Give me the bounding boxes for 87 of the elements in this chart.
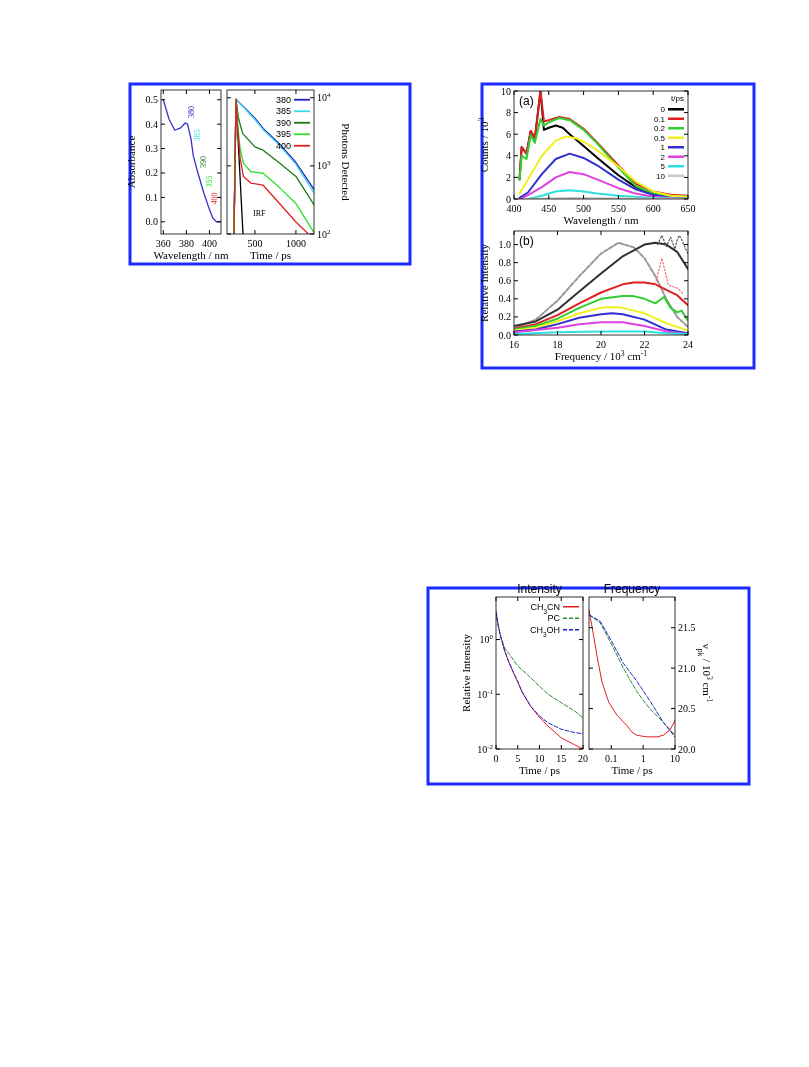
y-tick-label: 0.3 [145, 143, 158, 155]
x-tick-label: 360 [155, 238, 171, 249]
x-axis-title: Wavelength / nm [563, 214, 639, 226]
legend-label: 380 [275, 94, 291, 105]
x-tick-label: 400 [201, 238, 217, 249]
y-axis-title: Relative Intensity [460, 633, 472, 712]
x-tick-label: 24 [683, 339, 693, 350]
legend-label: CH$_{3}$CN [530, 601, 560, 615]
annotation: (a) [519, 94, 534, 108]
x-tick-label: 22 [639, 339, 650, 350]
y2-tick-label: 10$^{3}$ [317, 159, 331, 172]
y-tick-label: 10$^{0}$ [479, 633, 494, 646]
y-tick-label: 0 [506, 193, 511, 205]
y-tick-label: 0.0 [498, 329, 511, 341]
legend-title: t/ps [671, 94, 684, 104]
y-tick-label: 0.2 [145, 167, 158, 179]
y2-tick-label: 10$^{2}$ [317, 227, 331, 240]
y-axis-title: Absorbance [125, 135, 137, 189]
chart-title: Frequency [603, 582, 661, 596]
legend-label: 5 [660, 162, 666, 172]
x-axis-title: Time / ps [249, 249, 292, 261]
x-tick-label: 400 [506, 203, 522, 214]
y-tick-label: 10 [501, 85, 511, 97]
y-tick-label: 6 [506, 128, 511, 140]
y-tick-label: 4 [506, 150, 511, 162]
x-tick-label: 550 [610, 203, 626, 214]
y-axis-title: Relative Intensity [478, 243, 490, 322]
x-tick-label: 16 [509, 339, 519, 350]
y-tick-label: 0.1 [145, 191, 158, 203]
x-tick-label: 500 [247, 238, 263, 249]
legend-label: 0.2 [653, 124, 666, 134]
x-tick-label: 15 [556, 753, 567, 764]
x-tick-label: 5 [515, 753, 521, 764]
x-tick-label: 600 [645, 203, 661, 214]
legend-label: 2 [660, 152, 666, 162]
legend-label: 385 [275, 106, 291, 117]
x-tick-label: 500 [576, 203, 592, 214]
x-tick-label: 1000 [285, 238, 306, 249]
y2-tick-label: 20.0 [678, 743, 696, 755]
x-tick-label: 20 [596, 339, 606, 350]
y-tick-label: 0.8 [498, 257, 511, 269]
y-tick-label: 0.6 [498, 275, 511, 287]
x-tick-label: 450 [541, 203, 557, 214]
x-axis-title: Frequency / 10$^{3}$ cm$^{-1}$ [554, 348, 648, 362]
y-tick-label: 10$^{-2}$ [477, 742, 494, 755]
y-tick-label: 0.4 [498, 293, 511, 305]
legend-label: 0.1 [653, 114, 666, 124]
x-tick-label: 20 [578, 753, 588, 764]
x-axis-title: Time / ps [611, 764, 653, 776]
y-tick-label: 0.4 [145, 118, 158, 130]
y-tick-label: 1.0 [498, 239, 511, 251]
annotation: 390 [198, 155, 208, 168]
legend-label: PC [547, 613, 561, 624]
legend-label: 1 [660, 143, 666, 153]
x-tick-label: 650 [680, 203, 696, 214]
legend-label: CH$_{3}$OH [529, 624, 560, 638]
y-tick-label: 0.2 [498, 311, 511, 323]
x-tick-label: 18 [552, 339, 563, 350]
y-tick-label: 10$^{-1}$ [477, 687, 494, 700]
annotation: 395 [204, 175, 214, 188]
legend-label: 10 [656, 171, 666, 181]
x-tick-label: 10 [534, 753, 545, 764]
x-tick-label: 10 [670, 753, 680, 764]
x-tick-label: 0.1 [605, 753, 618, 764]
annotation: 385 [193, 129, 203, 142]
annotation: (b) [519, 234, 534, 248]
y-tick-label: 0.0 [145, 216, 158, 228]
y-tick-label: 2 [506, 171, 511, 183]
annotation: 400 [210, 192, 220, 205]
legend-label: 0.5 [653, 133, 666, 143]
x-axis-title: Time / ps [518, 764, 561, 776]
y2-axis-title: Photons Detected [340, 123, 352, 202]
y2-tick-label: 21.0 [678, 662, 696, 674]
y2-tick-label: 21.5 [678, 622, 696, 634]
annotation: IRF [253, 209, 266, 218]
y-tick-label: 8 [506, 107, 511, 119]
x-tick-label: 1 [640, 753, 646, 764]
legend-label: 0 [660, 105, 666, 115]
legend-label: 390 [275, 117, 291, 128]
legend-label: 395 [275, 129, 291, 140]
chart-title: Intensity [517, 582, 562, 596]
y2-tick-label: 20.5 [678, 703, 696, 715]
x-tick-label: 380 [178, 238, 194, 249]
annotation: 380 [187, 105, 197, 118]
x-axis-title: Wavelength / nm [153, 249, 229, 261]
y2-tick-label: 10$^{4}$ [317, 91, 331, 104]
y-tick-label: 0.5 [145, 94, 158, 106]
